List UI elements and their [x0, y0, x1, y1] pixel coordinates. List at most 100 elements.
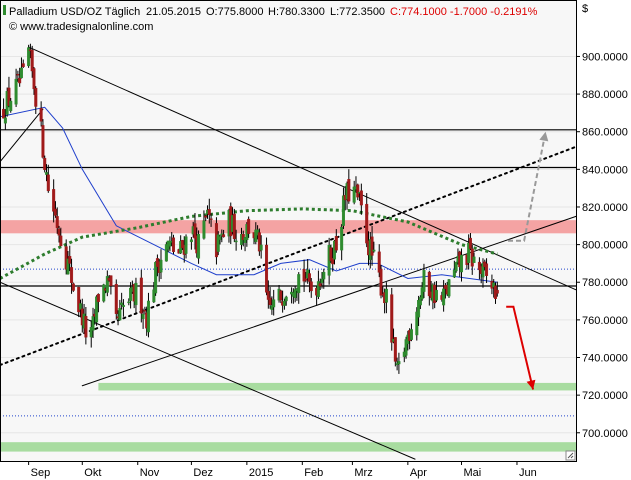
candle-body[interactable] [46, 174, 50, 192]
candle-body[interactable] [452, 269, 456, 278]
candle-body[interactable] [114, 283, 118, 314]
candle-body[interactable] [71, 283, 75, 291]
candle-body[interactable] [434, 289, 438, 301]
candle-body[interactable] [207, 209, 211, 216]
candle-body[interactable] [390, 294, 394, 343]
candle-body[interactable] [197, 234, 201, 259]
candle-body[interactable] [232, 213, 236, 239]
candle-body[interactable] [164, 244, 168, 262]
candle-body[interactable] [268, 297, 272, 306]
candle-body[interactable] [340, 226, 344, 251]
candle-body[interactable] [84, 316, 88, 338]
candle-body[interactable] [121, 304, 125, 307]
candle-body[interactable] [202, 220, 206, 239]
candle-body[interactable] [247, 218, 251, 234]
candle-body[interactable] [134, 282, 138, 306]
candle-body[interactable] [21, 63, 25, 68]
candle-body[interactable] [120, 302, 124, 306]
candles[interactable] [2, 43, 499, 374]
candle-body[interactable] [209, 218, 213, 220]
candle-body[interactable] [284, 296, 288, 302]
candle-body[interactable] [447, 279, 451, 297]
candle-body[interactable] [2, 108, 6, 119]
candle-body[interactable] [460, 254, 464, 273]
candle-body[interactable] [282, 301, 286, 306]
candle-body[interactable] [3, 117, 7, 124]
candle-body[interactable] [265, 244, 269, 293]
candle-body[interactable] [19, 67, 23, 79]
candle-body[interactable] [485, 263, 489, 276]
candle-body[interactable] [14, 78, 18, 105]
candle-body[interactable] [309, 281, 313, 292]
candle-body[interactable] [365, 203, 369, 244]
candle-body[interactable] [241, 233, 245, 241]
candle-body[interactable] [146, 300, 150, 333]
candle-body[interactable] [307, 273, 311, 282]
candle-body[interactable] [45, 172, 49, 175]
candle-body[interactable] [55, 216, 59, 228]
candle-body[interactable] [34, 87, 38, 107]
candle-body[interactable] [320, 278, 324, 283]
candle-body[interactable] [259, 244, 263, 251]
candle-body[interactable] [9, 100, 13, 112]
candle-body[interactable] [304, 278, 308, 281]
candle-body[interactable] [352, 186, 356, 203]
candle-body[interactable] [139, 277, 143, 314]
candle-body[interactable] [468, 237, 472, 249]
candle-body[interactable] [467, 242, 471, 263]
candle-body[interactable] [322, 271, 326, 280]
candle-body[interactable] [318, 283, 322, 287]
candle-body[interactable] [272, 299, 276, 308]
candle-body[interactable] [422, 270, 426, 292]
candle-body[interactable] [96, 293, 100, 302]
candle-body[interactable] [204, 215, 208, 218]
candle-body[interactable] [57, 229, 61, 236]
candle-body[interactable] [218, 236, 222, 240]
candle-body[interactable] [370, 236, 374, 256]
candle-body[interactable] [30, 49, 34, 72]
candle-body[interactable] [359, 190, 363, 206]
candle-body[interactable] [102, 284, 106, 302]
candle-body[interactable] [472, 256, 476, 263]
candle-body[interactable] [222, 234, 226, 238]
candle-body[interactable] [397, 361, 401, 365]
candle-body[interactable] [454, 262, 458, 272]
candle-body[interactable] [91, 316, 95, 331]
candle-body[interactable] [118, 307, 122, 321]
candle-body[interactable] [372, 249, 376, 252]
candle-body[interactable] [384, 288, 388, 303]
candle-body[interactable] [189, 239, 193, 243]
candle-body[interactable] [159, 259, 163, 273]
candle-body[interactable] [129, 287, 133, 301]
candle-body[interactable] [141, 314, 145, 319]
candle-body[interactable] [234, 240, 238, 243]
candle-body[interactable] [495, 289, 499, 294]
candle-body[interactable] [78, 303, 82, 310]
scroll-corner-icon[interactable] [565, 450, 576, 461]
candle-body[interactable] [32, 68, 36, 90]
candle-body[interactable] [109, 275, 113, 287]
candle-body[interactable] [18, 77, 22, 84]
candle-body[interactable] [41, 125, 45, 158]
candle-body[interactable] [418, 297, 422, 306]
candle-body[interactable] [154, 262, 158, 294]
candle-body[interactable] [341, 195, 345, 226]
candle-body[interactable] [127, 301, 131, 304]
candle-body[interactable] [347, 179, 351, 202]
candle-body[interactable] [379, 268, 383, 296]
candle-body[interactable] [377, 251, 381, 273]
candle-body[interactable] [356, 184, 360, 198]
candle-body[interactable] [77, 287, 81, 313]
candle-body[interactable] [279, 290, 283, 301]
candle-body[interactable] [7, 87, 11, 106]
candle-body[interactable] [39, 108, 43, 122]
candle-body[interactable] [52, 189, 56, 212]
candle-body[interactable] [16, 73, 20, 76]
candle-body[interactable] [172, 237, 176, 252]
candle-body[interactable] [184, 236, 188, 254]
candle-body[interactable] [105, 276, 109, 293]
candle-body[interactable] [68, 255, 72, 264]
candle-body[interactable] [59, 235, 63, 247]
candle-body[interactable] [53, 208, 57, 216]
